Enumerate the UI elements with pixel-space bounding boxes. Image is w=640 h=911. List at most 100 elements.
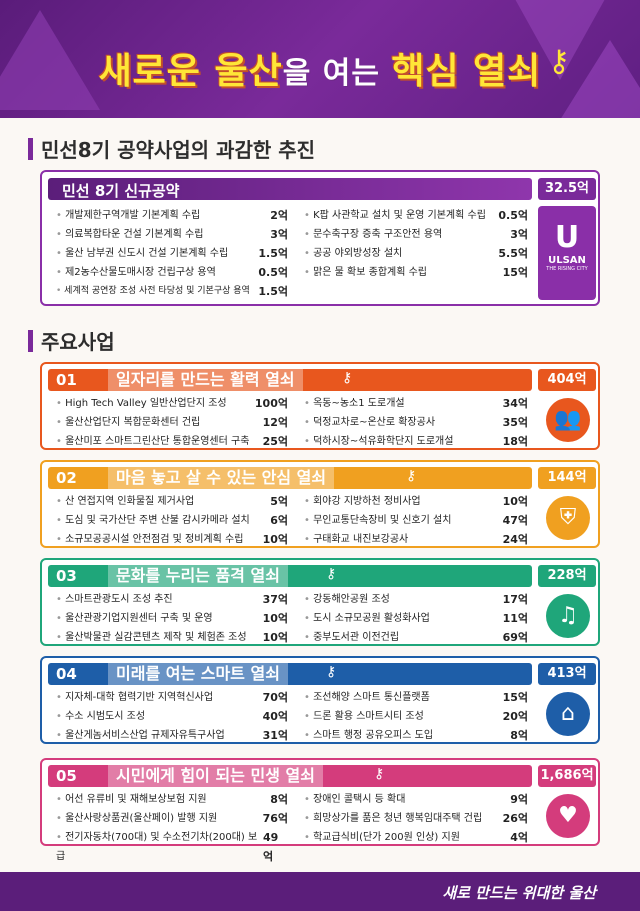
pledge-label: 민선 8기 신규공약 (62, 182, 180, 200)
decor-triangle (0, 10, 100, 110)
block-right-list: 장애인 콜택시 등 확대9억희망상가를 품은 청년 행복임대주택 건립26억학교… (304, 790, 528, 847)
block-header: 02 마음 놓고 살 수 있는 안심 열쇠 ⚷ (48, 467, 532, 489)
block-title: 마음 놓고 살 수 있는 안심 열쇠 (108, 467, 335, 489)
footer-slogan: 새로 만드는 위대한 울산 (442, 884, 596, 902)
title-part2: 을 여는 (282, 56, 392, 91)
key-icon: ⚷ (342, 370, 353, 386)
culture-icon: ♫ (546, 594, 590, 638)
block-amount: 404억 (538, 369, 596, 391)
block-amount: 413억 (538, 663, 596, 685)
list-item: 공공 야외방성장 설치5.5억 (304, 244, 528, 263)
block-right-list: 회야강 지방하천 정비사업10억무인교통단속장비 및 신호기 설치47억구태화교… (304, 492, 528, 549)
block-amount: 144억 (538, 467, 596, 489)
pledge-header: 민선 8기 신규공약 (48, 178, 532, 200)
block-title: 미래를 여는 스마트 열쇠 (108, 663, 288, 685)
block-header: 01 일자리를 만드는 활력 열쇠 ⚷ (48, 369, 532, 391)
block-title: 시민에게 힘이 되는 민생 열쇠 (108, 765, 323, 787)
block-left-list: 어선 유류비 및 재해보상보험 지원8억울산사랑상품권(울산페이) 발행 지원7… (56, 790, 288, 863)
heading-bar (28, 137, 33, 160)
list-item: 세계적 공연장 조성 사전 타당성 및 기본구상 용역1.5억 (56, 282, 288, 301)
section-heading-pledges: 민선8기 공약사업의 과감한 추진 (28, 134, 315, 163)
title-part1: 새로운 울산 (98, 51, 283, 92)
block-number: 01 (56, 371, 77, 389)
key-icon: ⚷ (548, 44, 570, 79)
block-number: 02 (56, 469, 77, 487)
project-block-01: 01 일자리를 만드는 활력 열쇠 ⚷ 404억 👥 High Tech Valley 일… (40, 362, 600, 450)
title-part3: 핵심 열쇠 (391, 51, 542, 92)
shield-icon: ⛨ (546, 496, 590, 540)
logo-text: ULSAN (548, 255, 586, 266)
project-block-04: 04 미래를 여는 스마트 열쇠 ⚷ 413억 ⌂ 지자체-대학 협력기반 지역혁신사업7… (40, 656, 600, 744)
block-number: 05 (56, 767, 77, 785)
people-icon: 👥 (546, 398, 590, 442)
list-item: 울산 남부권 신도시 건설 기본계획 수립1.5억 (56, 244, 288, 263)
section-heading-main-projects: 주요사업 (28, 326, 115, 355)
block-amount: 1,686억 (538, 765, 596, 787)
block-number: 03 (56, 567, 77, 585)
pledge-right-list: K팝 사관학교 설치 및 운영 기본계획 수립0.5억 문수축구장 증축 구조안… (304, 206, 528, 282)
project-block-03: 03 문화를 누리는 품격 열쇠 ⚷ 228억 ♫ 스마트관광도시 조성 추진37억울산관… (40, 558, 600, 646)
logo-subtext: THE RISING CITY (546, 266, 588, 272)
page-title: 새로운 울산을 여는 핵심 열쇠 (0, 42, 640, 94)
heading-bar (28, 329, 33, 352)
block-left-list: 산 연접지역 인화물질 제거사업5억도심 및 국가산단 주변 산불 감시카메라 … (56, 492, 288, 549)
ulsan-logo-badge: U ULSAN THE RISING CITY (538, 206, 596, 300)
section-title: 주요사업 (41, 330, 115, 354)
block-header: 03 문화를 누리는 품격 열쇠 ⚷ (48, 565, 532, 587)
block-title: 문화를 누리는 품격 열쇠 (108, 565, 288, 587)
block-amount: 228억 (538, 565, 596, 587)
list-item: 제2농수산물도매시장 건립구상 용역0.5억 (56, 263, 288, 282)
block-right-list: 강동해안공원 조성17억도시 소규모공원 활성화사업11억중부도서관 이전건립6… (304, 590, 528, 647)
block-title: 일자리를 만드는 활력 열쇠 (108, 369, 303, 391)
decor-triangle (560, 40, 640, 118)
key-icon: ⚷ (326, 664, 337, 680)
block-right-list: 조선해양 스마트 통신플랫폼15억드론 활용 스마트시티 조성20억스마트 행정… (304, 688, 528, 745)
header-banner: 새로운 울산을 여는 핵심 열쇠 ⚷ (0, 0, 640, 118)
block-header: 04 미래를 여는 스마트 열쇠 ⚷ (48, 663, 532, 685)
key-icon: ⚷ (374, 766, 385, 782)
footer-bar: 새로 만드는 위대한 울산 (0, 872, 640, 911)
block-number: 04 (56, 665, 77, 683)
block-left-list: 지자체-대학 협력기반 지역혁신사업70억수소 시범도시 조성40억울산게놈서비… (56, 688, 288, 745)
project-block-02: 02 마음 놓고 살 수 있는 안심 열쇠 ⚷ 144억 ⛨ 산 연접지역 인화물질 제거… (40, 460, 600, 548)
block-right-list: 옥동~농소1 도로개설34억덕정교차로~온산로 확장공사35억덕하시장~석유화학… (304, 394, 528, 451)
pledge-block: 민선 8기 신규공약 32.5억 U ULSAN THE RISING CITY… (40, 170, 600, 306)
list-item: K팝 사관학교 설치 및 운영 기본계획 수립0.5억 (304, 206, 528, 225)
key-icon: ⚷ (406, 468, 417, 484)
block-left-list: High Tech Valley 일반산업단지 조성100억울산산업단지 복합문… (56, 394, 288, 451)
smart-city-icon: ⌂ (546, 692, 590, 736)
heart-hand-icon: ♥ (546, 794, 590, 838)
block-header: 05 시민에게 힘이 되는 민생 열쇠 ⚷ (48, 765, 532, 787)
ulsan-logo-icon: U (554, 220, 580, 255)
block-left-list: 스마트관광도시 조성 추진37억울산관광기업지원센터 구축 및 운영10억울산박… (56, 590, 288, 647)
